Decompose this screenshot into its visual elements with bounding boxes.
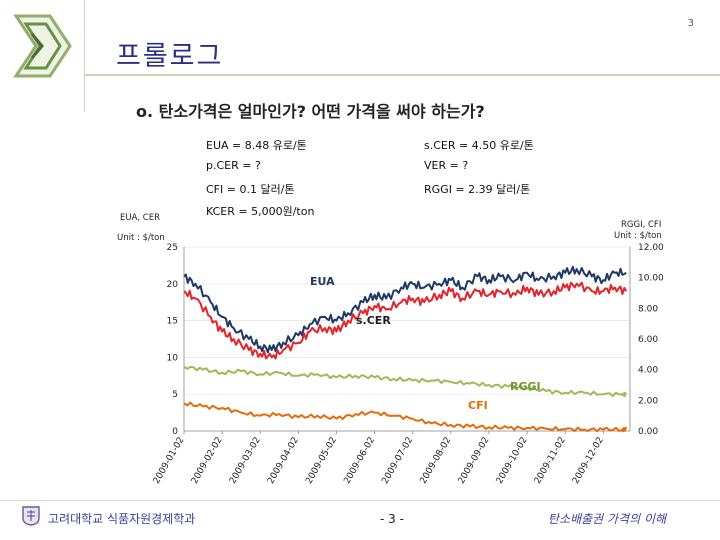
- left-axis-tick-label: 25: [167, 243, 178, 253]
- cfi-line: [183, 401, 628, 433]
- left-axis-tick-label: 15: [167, 317, 178, 327]
- x-axis-tick-label: 2009-01-02: [152, 436, 187, 486]
- footer-divider: [0, 500, 720, 501]
- eua-line: [183, 265, 627, 354]
- right-axis-tick-label: 4.00: [638, 366, 658, 376]
- x-axis-tick-label: 2009-02-02: [190, 436, 225, 486]
- rggi-line: [183, 365, 628, 397]
- scer-annotation: s.CER: [356, 314, 391, 327]
- title-underline: [84, 74, 720, 76]
- section-subtitle: o. 탄소가격은 얼마인가? 어떤 가격을 써야 하는가?: [136, 102, 485, 121]
- left-axis-tick-label: 0: [172, 427, 178, 437]
- x-axis-tick-label: 2009-04-02: [266, 436, 301, 486]
- university-emblem-icon: [22, 506, 40, 526]
- right-axis-tick-label: 2.00: [638, 396, 658, 406]
- price-ver: VER = ?: [424, 159, 469, 172]
- x-axis-tick-label: 2009-09-02: [457, 436, 492, 486]
- right-axis-tick-label: 0.00: [638, 427, 658, 437]
- left-axis-series-note: EUA, CER: [120, 213, 161, 223]
- rggi-annotation: RGGI: [510, 380, 541, 393]
- footer-page: - 3 -: [380, 512, 404, 526]
- eua-annotation: EUA: [310, 275, 335, 288]
- right-axis-series-note: RGGI, CFI: [621, 220, 662, 230]
- footer-university: 고려대학교 식품자원경제학과: [48, 512, 196, 526]
- x-axis-tick-label: 2009-03-02: [228, 436, 263, 486]
- scer-line: [183, 281, 628, 360]
- page-number: 3: [687, 18, 694, 29]
- x-axis-tick-label: 2009-12-02: [571, 436, 606, 486]
- left-axis-tick-label: 10: [167, 353, 179, 363]
- header-divider-vertical: [84, 0, 85, 112]
- right-axis-tick-label: 10.00: [638, 274, 664, 284]
- x-axis-tick-label: 2009-11-02: [533, 436, 568, 486]
- page-title: 프롤로그: [116, 41, 224, 72]
- x-axis-tick-label: 2009-10-02: [495, 436, 530, 486]
- price-pcer: p.CER = ?: [206, 159, 261, 172]
- left-axis-tick-label: 5: [172, 390, 178, 400]
- right-axis-tick-label: 12.00: [638, 243, 664, 253]
- x-axis-tick-label: 2009-06-02: [342, 436, 377, 486]
- price-kcer: KCER = 5,000원/ton: [206, 205, 315, 218]
- price-scer: s.CER = 4.50 유로/톤: [424, 139, 534, 152]
- right-axis-tick-label: 8.00: [638, 304, 658, 314]
- x-axis-tick-label: 2009-08-02: [419, 436, 454, 486]
- x-axis-tick-label: 2009-05-02: [304, 436, 339, 486]
- x-axis-tick-label: 2009-07-02: [380, 436, 415, 486]
- right-axis-tick-label: 6.00: [638, 335, 658, 345]
- footer-topic: 탄소배출권 가격의 이해: [548, 512, 667, 526]
- price-eua: EUA = 8.48 유로/톤: [206, 139, 307, 152]
- logo-icon: [13, 14, 72, 78]
- price-rggi: RGGI = 2.39 달러/톤: [424, 183, 531, 196]
- left-axis-unit: Unit : $/ton: [117, 233, 165, 243]
- left-axis-tick-label: 20: [167, 280, 179, 290]
- cfi-annotation: CFI: [468, 399, 488, 412]
- price-cfi: CFI = 0.1 달러/톤: [206, 183, 295, 196]
- right-axis-unit: Unit : $/ton: [614, 231, 662, 241]
